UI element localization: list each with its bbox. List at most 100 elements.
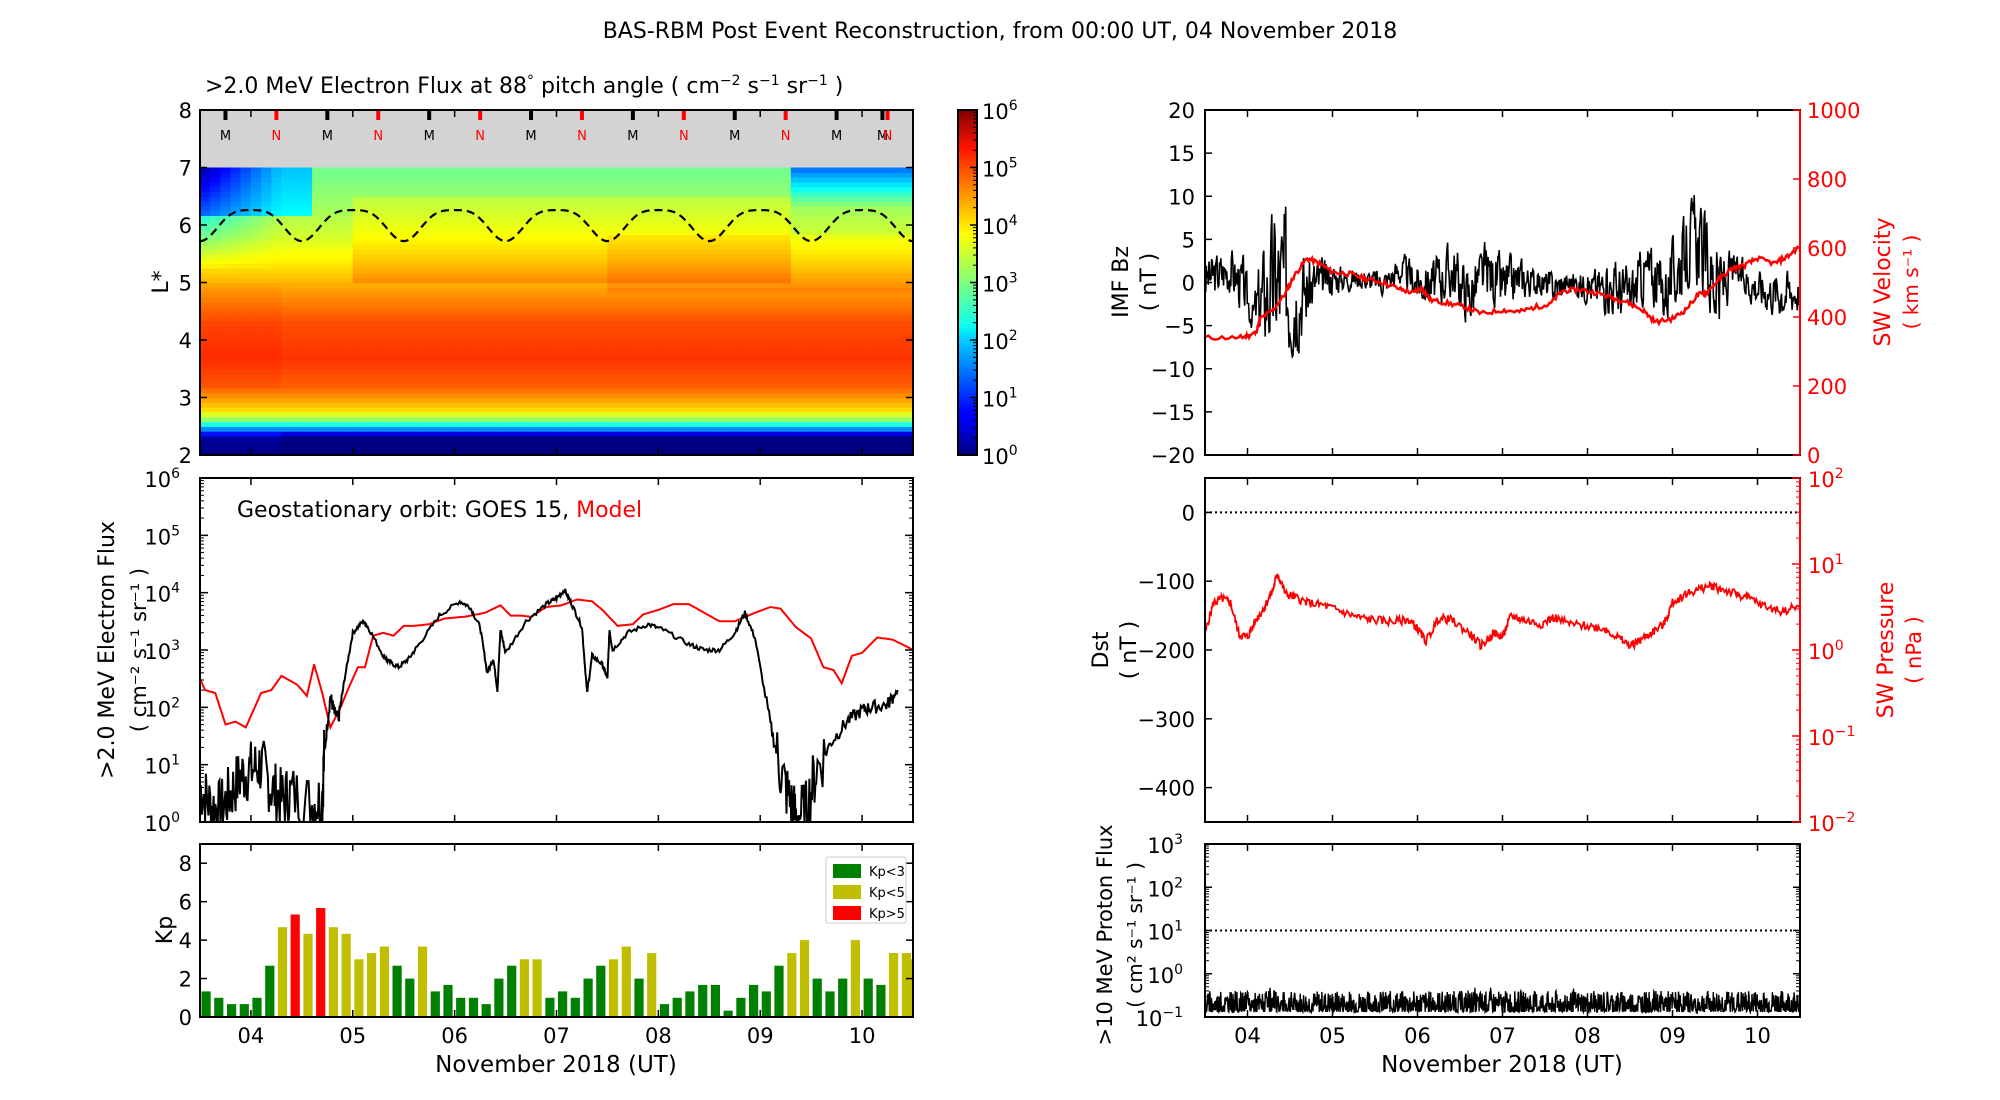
heatmap-cell (281, 311, 293, 317)
heatmap-cell (627, 402, 639, 408)
heatmap-cell (495, 407, 507, 413)
heatmap-cell (790, 359, 802, 365)
heatmap-cell (525, 316, 537, 322)
heatmap-cell (780, 426, 792, 432)
heatmap-cell (709, 244, 721, 250)
heatmap-cell (434, 316, 446, 322)
heatmap-cell (434, 359, 446, 365)
heatmap-cell (312, 186, 323, 193)
heatmap-cell (403, 205, 415, 212)
heatmap-cell (739, 215, 751, 221)
heatmap-cell (648, 354, 659, 360)
kp-bar (290, 914, 300, 1017)
heatmap-cell (393, 301, 405, 308)
heatmap-cell (597, 234, 608, 240)
heatmap-cell (831, 421, 843, 427)
heatmap-cell (719, 320, 731, 327)
heatmap-cell (566, 181, 578, 188)
heatmap-cell (699, 177, 710, 183)
heatmap-cell (729, 191, 741, 197)
heatmap-cell (240, 340, 252, 346)
heatmap-cell (902, 421, 913, 427)
heatmap-cell (658, 316, 670, 322)
heatmap-cell (373, 368, 384, 375)
heatmap-cell (403, 354, 415, 360)
heatmap-cell (638, 191, 649, 197)
goes15-flux-line (200, 588, 899, 822)
heatmap-cell (862, 201, 873, 207)
heatmap-cell (790, 220, 802, 226)
heatmap-cell (475, 435, 486, 442)
heatmap-cell (515, 397, 527, 403)
heatmap-cell (882, 368, 894, 375)
heatmap-cell (454, 167, 466, 173)
heatmap-cell (770, 177, 782, 183)
heatmap-cell (648, 263, 659, 269)
heatmap-cell (485, 421, 496, 427)
heatmap-cell (576, 320, 588, 327)
heatmap-cell (444, 320, 456, 327)
heatmap-cell (475, 292, 486, 298)
heatmap-cell (801, 172, 812, 178)
heatmap-cell (668, 397, 680, 403)
heatmap-cell (902, 316, 913, 322)
heatmap-cell (556, 340, 568, 346)
heatmap-cell (322, 435, 333, 442)
heatmap-cell (383, 316, 395, 322)
heatmap-cell (658, 387, 670, 394)
heatmap-cell (454, 435, 466, 442)
heatmap-cell (556, 301, 568, 308)
heatmap-cell (790, 229, 802, 236)
heatmap-cell (709, 392, 721, 399)
heatmap-cell (851, 239, 863, 245)
heatmap-cell (597, 258, 608, 264)
heatmap-cell (495, 311, 507, 317)
heatmap-cell (607, 426, 619, 432)
heatmap-cell (291, 177, 303, 183)
heatmap-cell (444, 402, 456, 408)
heatmap-cell (587, 292, 598, 298)
heatmap-cell (648, 344, 659, 351)
heatmap-cell (424, 426, 435, 432)
heatmap-cell (648, 335, 659, 341)
heatmap-cell (862, 191, 873, 197)
heatmap-cell (250, 181, 262, 188)
heatmap-cell (434, 311, 446, 317)
heatmap-cell (699, 383, 710, 389)
heatmap-cell (821, 258, 833, 264)
tick-label: 101 (1808, 552, 1844, 578)
heatmap-cell (363, 364, 374, 370)
heatmap-cell (719, 205, 731, 212)
heatmap-cell (413, 359, 425, 365)
heatmap-cell (831, 445, 843, 451)
heatmap-cell (688, 301, 700, 308)
heatmap-cell (597, 373, 608, 379)
heatmap-cell (597, 229, 608, 236)
heatmap-cell (790, 330, 802, 336)
heatmap-cell (719, 402, 731, 408)
heatmap-cell (271, 344, 283, 351)
heatmap-cell (770, 301, 782, 308)
heatmap-cell (862, 205, 873, 212)
heatmap-cell (301, 397, 313, 403)
heatmap-cell (220, 378, 232, 384)
heatmap-cell (597, 311, 608, 317)
heatmap-cell (281, 344, 293, 351)
heatmap-cell (801, 263, 812, 269)
heatmap-cell (892, 407, 904, 413)
heatmap-cell (831, 311, 843, 317)
heatmap-cell (587, 416, 598, 423)
heatmap-cell (750, 378, 761, 384)
heatmap-cell (301, 378, 313, 384)
heatmap-cell (566, 249, 578, 255)
heatmap-cell (668, 325, 680, 331)
heatmap-cell (556, 364, 568, 370)
heatmap-cell (821, 340, 833, 346)
heatmap-cell (801, 373, 812, 379)
heatmap-cell (658, 431, 670, 437)
heatmap-cell (250, 373, 262, 379)
heatmap-cell (790, 287, 802, 293)
heatmap-cell (240, 239, 252, 245)
